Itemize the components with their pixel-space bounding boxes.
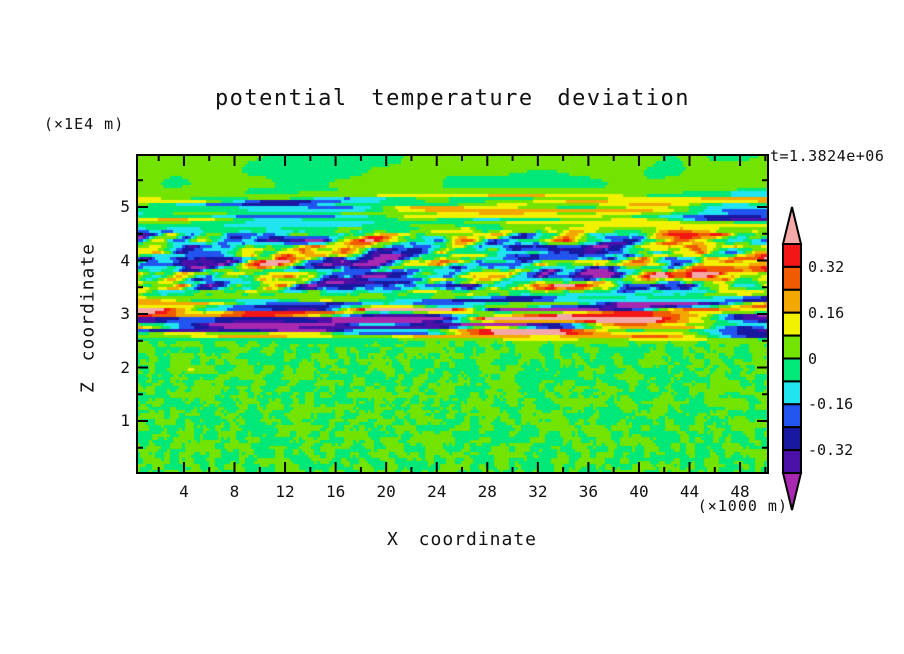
x-tick-label: 28 [477, 482, 497, 501]
x-tick-label: 16 [325, 482, 346, 501]
colorbar-segment [782, 426, 802, 452]
x-tick-label: 40 [629, 482, 649, 501]
x-tick-label: 32 [528, 482, 548, 501]
colorbar-tick-label: 0.32 [808, 257, 845, 276]
x-tick-label: 20 [376, 482, 396, 501]
colorbar-segment [782, 334, 802, 360]
y-tick-label: 4 [120, 250, 130, 270]
y-tick-label: 1 [120, 411, 130, 430]
colorbar-segment [782, 380, 802, 406]
x-tick-label: 36 [578, 482, 599, 501]
colorbar-segment [782, 403, 802, 429]
heatmap-field [137, 155, 768, 473]
colorbar-tick-label: 0 [808, 349, 818, 368]
chart-title: potential temperature deviation [214, 86, 691, 111]
x-tick-label: 44 [679, 482, 700, 501]
colorbar-tick-label: -0.32 [808, 441, 854, 460]
colorbar-tick-label: 0.16 [808, 303, 845, 322]
colorbar-segment [782, 243, 802, 268]
x-axis-title: X coordinate [386, 529, 538, 550]
x-tick-label: 8 [229, 482, 240, 501]
colorbar-over-arrow [781, 206, 803, 245]
colorbar-segment [782, 311, 802, 337]
y-tick-label: 3 [120, 304, 130, 323]
y-axis-unit-label: (×1E4 m) [44, 115, 125, 133]
x-axis-unit-label: (×1000 m) [697, 497, 788, 515]
y-tick-label: 2 [120, 357, 130, 377]
x-tick-label: 48 [730, 482, 750, 501]
y-tick-label: 5 [120, 197, 130, 216]
x-tick-label: 24 [427, 482, 447, 501]
colorbar-segment [782, 449, 802, 475]
time-annotation: t=1.3824e+06 [770, 147, 885, 165]
x-tick-label: 12 [275, 482, 295, 501]
colorbar-segment [782, 357, 802, 383]
colorbar-tick-label: -0.16 [808, 395, 854, 414]
colorbar-segment [782, 288, 802, 314]
x-tick-label: 4 [179, 482, 189, 501]
colorbar-segment [782, 265, 802, 291]
